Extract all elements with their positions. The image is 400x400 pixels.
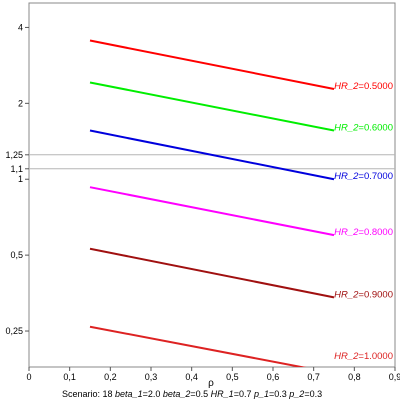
plot-frame	[28, 2, 396, 368]
x-axis-title: ρ	[208, 378, 214, 389]
series-line-5	[89, 325, 307, 367]
x-axis-ticks: 0 0,1 0,2 0,3 0,4 0,5 0,6 0,7 0,8 0,9	[26, 367, 400, 382]
series-labels: HR_2=0.5000 HR_2=0.6000 HR_2=0.7000 HR_2=0.…	[334, 81, 393, 362]
x-tick-label-8: 0,8	[348, 372, 361, 382]
series-line-1	[89, 81, 335, 132]
x-tick-label-1: 0,1	[63, 372, 76, 382]
y-tick-label-2: 1,25	[5, 150, 23, 160]
series-label-2: HR_2=0.7000	[334, 171, 393, 182]
y-tick-label-4: 1	[18, 174, 23, 184]
series-line-3	[89, 186, 335, 237]
x-tick-label-6: 0,6	[267, 372, 280, 382]
x-tick-label-9: 0,9	[389, 372, 400, 382]
x-tick-label-7: 0,7	[307, 372, 320, 382]
series-line-0	[89, 39, 335, 90]
series-line-2	[89, 129, 335, 181]
series-lines	[89, 39, 335, 367]
x-tick-label-3: 0,3	[145, 372, 158, 382]
x-tick-label-5: 0,5	[226, 372, 239, 382]
series-label-3: HR_2=0.8000	[334, 227, 393, 238]
y-tick-label-1: 2	[18, 98, 23, 108]
series-line-4	[89, 247, 335, 299]
y-axis-ticks: 4 2 1,25 1,11 0,5 0,25	[5, 22, 29, 336]
series-label-0: HR_2=0.5000	[334, 81, 393, 92]
series-label-5: HR_2=1.0000	[334, 351, 393, 362]
x-tick-label-4: 0,4	[185, 372, 198, 382]
series-label-1: HR_2=0.6000	[334, 123, 393, 134]
footer-parameters: Scenario: 18 beta_1=2.0 beta_2=0.5 HR_1=…	[62, 389, 322, 399]
y-tick-label-0: 4	[18, 22, 23, 32]
x-tick-label-0: 0	[26, 372, 31, 382]
x-tick-label-2: 0,2	[104, 372, 117, 382]
y-tick-label-3: 1,1	[10, 164, 23, 174]
series-label-4: HR_2=0.9000	[334, 289, 393, 300]
y-tick-label-5: 0,5	[10, 250, 23, 260]
y-tick-label-6: 0,25	[5, 326, 23, 336]
